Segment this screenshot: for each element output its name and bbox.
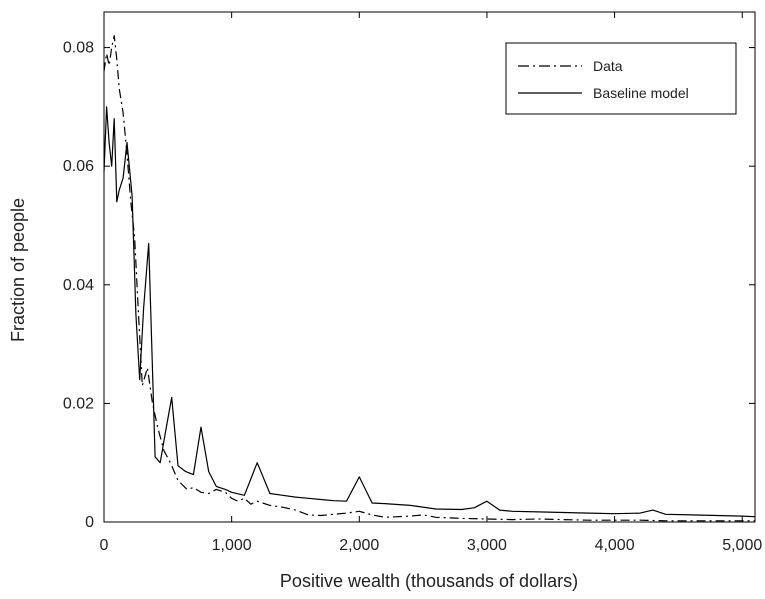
legend-box (505, 42, 737, 115)
series-line-data (103, 35, 755, 522)
x-tick-label: 3,000 (467, 537, 507, 554)
x-axis-title: Positive wealth (thousands of dollars) (280, 571, 578, 591)
y-tick-label: 0.06 (63, 158, 94, 175)
x-tick-label: 2,000 (339, 537, 379, 554)
y-tick-label: 0 (85, 514, 94, 531)
x-tick-label: 0 (100, 537, 109, 554)
plot-layer (103, 35, 756, 522)
series-line-baseline-model (103, 106, 756, 518)
y-axis-title: Fraction of people (8, 198, 28, 342)
ticks-layer: 0 1,000 2,000 3,000 4,000 5,000 0 0.02 0.04 0.06 0… (63, 12, 762, 554)
x-tick-label: 1,000 (212, 537, 252, 554)
x-tick-label: 5,000 (722, 537, 762, 554)
x-tick-label: 4,000 (595, 537, 635, 554)
y-tick-label: 0.02 (63, 395, 94, 412)
legend-label-data: Data (593, 58, 623, 74)
legend-label-baseline: Baseline model (593, 85, 689, 101)
y-tick-label: 0.04 (63, 277, 94, 294)
legend: Data Baseline model (505, 42, 737, 115)
plot-frame (103, 11, 756, 523)
y-tick-label: 0.08 (63, 40, 94, 57)
